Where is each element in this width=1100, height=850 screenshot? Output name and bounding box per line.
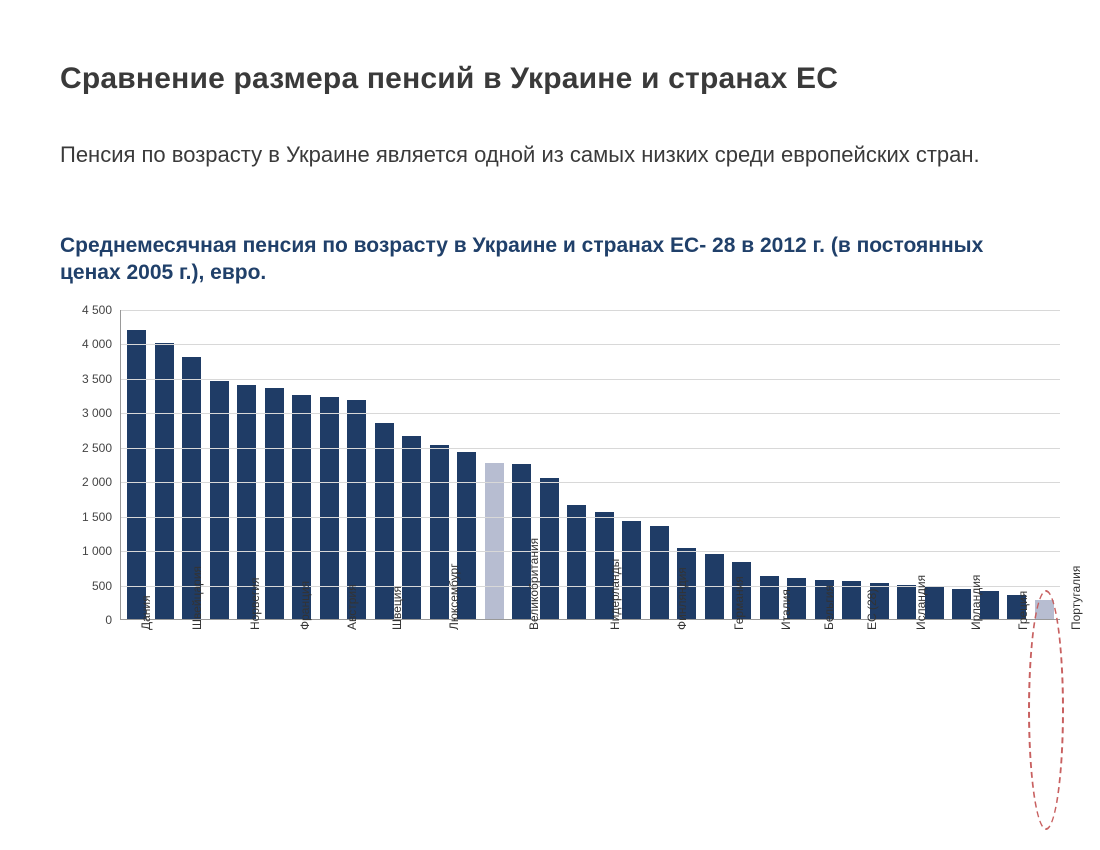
y-tick-label: 1 500 — [60, 510, 112, 524]
bar-slot — [343, 310, 371, 619]
y-tick-label: 3 500 — [60, 372, 112, 386]
gridline — [121, 448, 1060, 449]
bar — [485, 463, 504, 619]
gridline — [121, 482, 1060, 483]
gridline — [121, 517, 1060, 518]
bar — [1035, 600, 1054, 619]
bar — [540, 478, 559, 619]
y-tick-label: 4 000 — [60, 337, 112, 351]
bar-slot — [123, 310, 151, 619]
y-tick-label: 2 500 — [60, 441, 112, 455]
gridline — [121, 344, 1060, 345]
bar-slot — [756, 310, 784, 619]
bar-slot — [288, 310, 316, 619]
bar-slot — [811, 310, 839, 619]
bar — [650, 526, 669, 619]
x-tick-label: Швейцария — [190, 566, 204, 630]
bar-slot — [618, 310, 646, 619]
x-tick-label: Австрия — [345, 584, 359, 630]
bar — [760, 576, 779, 619]
bar — [265, 388, 284, 619]
x-tick-label: Ирландия — [969, 575, 983, 630]
bar-slot — [701, 310, 729, 619]
bar-slot — [563, 310, 591, 619]
bar — [210, 381, 229, 619]
y-tick-label: 2 000 — [60, 475, 112, 489]
bar-slot — [398, 310, 426, 619]
bar-slot — [866, 310, 894, 619]
plot-area — [120, 310, 1060, 620]
x-tick-label: Португалия — [1069, 566, 1083, 630]
x-tick-label: Бельгия — [822, 585, 836, 630]
bar-slot — [481, 310, 509, 619]
x-tick-label: Франция — [298, 581, 312, 630]
x-tick-label: Швеция — [390, 586, 404, 630]
chart-subtitle: Среднемесячная пенсия по возрасту в Укра… — [60, 232, 1040, 287]
y-tick-label: 500 — [60, 579, 112, 593]
gridline — [121, 379, 1060, 380]
x-tick-label: Греция — [1016, 591, 1030, 630]
x-tick-label: Исландия — [914, 575, 928, 630]
x-tick-label: Италия — [779, 589, 793, 630]
x-tick-label: Дания — [139, 595, 153, 630]
x-axis-labels: ДанияШвейцарияНорвегияФранцияАвстрияШвец… — [120, 626, 1060, 640]
bar — [842, 581, 861, 619]
bar-slot — [1003, 310, 1031, 619]
bar-slot — [1031, 310, 1059, 619]
x-tick-label: Финляндия — [675, 567, 689, 630]
bar-slot — [838, 310, 866, 619]
y-tick-label: 0 — [60, 613, 112, 627]
x-tick-label: Нидерланды — [608, 559, 622, 630]
bar-slot — [151, 310, 179, 619]
y-tick-label: 1 000 — [60, 544, 112, 558]
bar-slot — [371, 310, 399, 619]
bar-slot — [893, 310, 921, 619]
x-tick-label: ЕС (28) — [865, 589, 879, 630]
bar-slot — [921, 310, 949, 619]
bar-slot — [316, 310, 344, 619]
gridline — [121, 310, 1060, 311]
x-tick-label: Люксембург — [447, 563, 461, 630]
gridline — [121, 413, 1060, 414]
y-tick-label: 4 500 — [60, 303, 112, 317]
x-tick-label: Великобритания — [527, 538, 541, 630]
bar-slot — [206, 310, 234, 619]
intro-text: Пенсия по возрасту в Украине является од… — [60, 140, 1080, 170]
bar — [622, 521, 641, 620]
bars-container — [121, 310, 1060, 619]
y-tick-label: 3 000 — [60, 406, 112, 420]
page-title: Сравнение размера пенсий в Украине и стр… — [60, 62, 1060, 96]
gridline — [121, 551, 1060, 552]
bar — [430, 445, 449, 619]
x-tick-label: Германия — [732, 576, 746, 630]
bar-slot — [948, 310, 976, 619]
bar-slot — [261, 310, 289, 619]
pension-bar-chart: Дания Швейцария Норвегия Франция Австрия Швец… — [60, 310, 1060, 810]
bar — [127, 330, 146, 619]
bar-slot — [233, 310, 261, 619]
bar — [567, 505, 586, 619]
x-tick-label: Норвегия — [248, 577, 262, 630]
bar-slot — [646, 310, 674, 619]
bar — [155, 343, 174, 619]
bar-slot — [783, 310, 811, 619]
bar-slot — [728, 310, 756, 619]
bar-slot — [976, 310, 1004, 619]
bar — [402, 436, 421, 619]
